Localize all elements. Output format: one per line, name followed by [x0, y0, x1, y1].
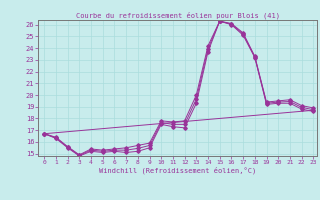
Title: Courbe du refroidissement éolien pour Blois (41): Courbe du refroidissement éolien pour Bl…	[76, 11, 280, 19]
X-axis label: Windchill (Refroidissement éolien,°C): Windchill (Refroidissement éolien,°C)	[99, 167, 256, 174]
